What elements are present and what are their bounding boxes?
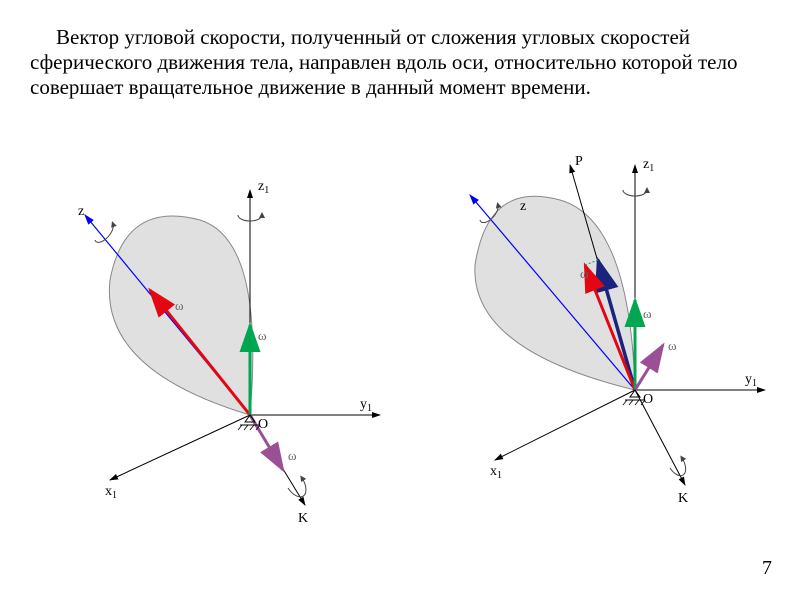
axis-x1: [495, 390, 635, 460]
rotation-z: [95, 224, 113, 242]
label-omega2: ω: [258, 328, 267, 343]
page-number: 7: [762, 557, 772, 580]
label-z: z: [520, 199, 526, 214]
label-x1: x1: [105, 484, 117, 501]
label-omega2: ω: [643, 306, 652, 321]
vector-purple: [635, 345, 663, 390]
diagram-left: y1 x1 z1 z K ω ω ω O: [40, 160, 400, 540]
diagram-right: y1 x1 z1 z P K ω ω ω O: [420, 150, 780, 530]
body-shape: [109, 216, 252, 415]
label-z1: z1: [643, 157, 654, 174]
label-x1: x1: [490, 464, 502, 481]
label-omega1: ω: [580, 266, 589, 281]
label-z1: z1: [258, 179, 269, 196]
label-omega3: ω: [288, 448, 297, 463]
label-omega3: ω: [668, 338, 677, 353]
paragraph-text: Вектор угловой скорости, полученный от с…: [30, 25, 770, 101]
label-omega1: ω: [175, 298, 184, 313]
label-y1: y1: [745, 372, 757, 389]
label-z: z: [78, 204, 84, 219]
label-y1: y1: [360, 397, 372, 414]
label-P: P: [575, 154, 583, 169]
label-K: K: [298, 511, 308, 526]
axis-x1: [110, 415, 250, 480]
label-K: K: [678, 491, 688, 506]
